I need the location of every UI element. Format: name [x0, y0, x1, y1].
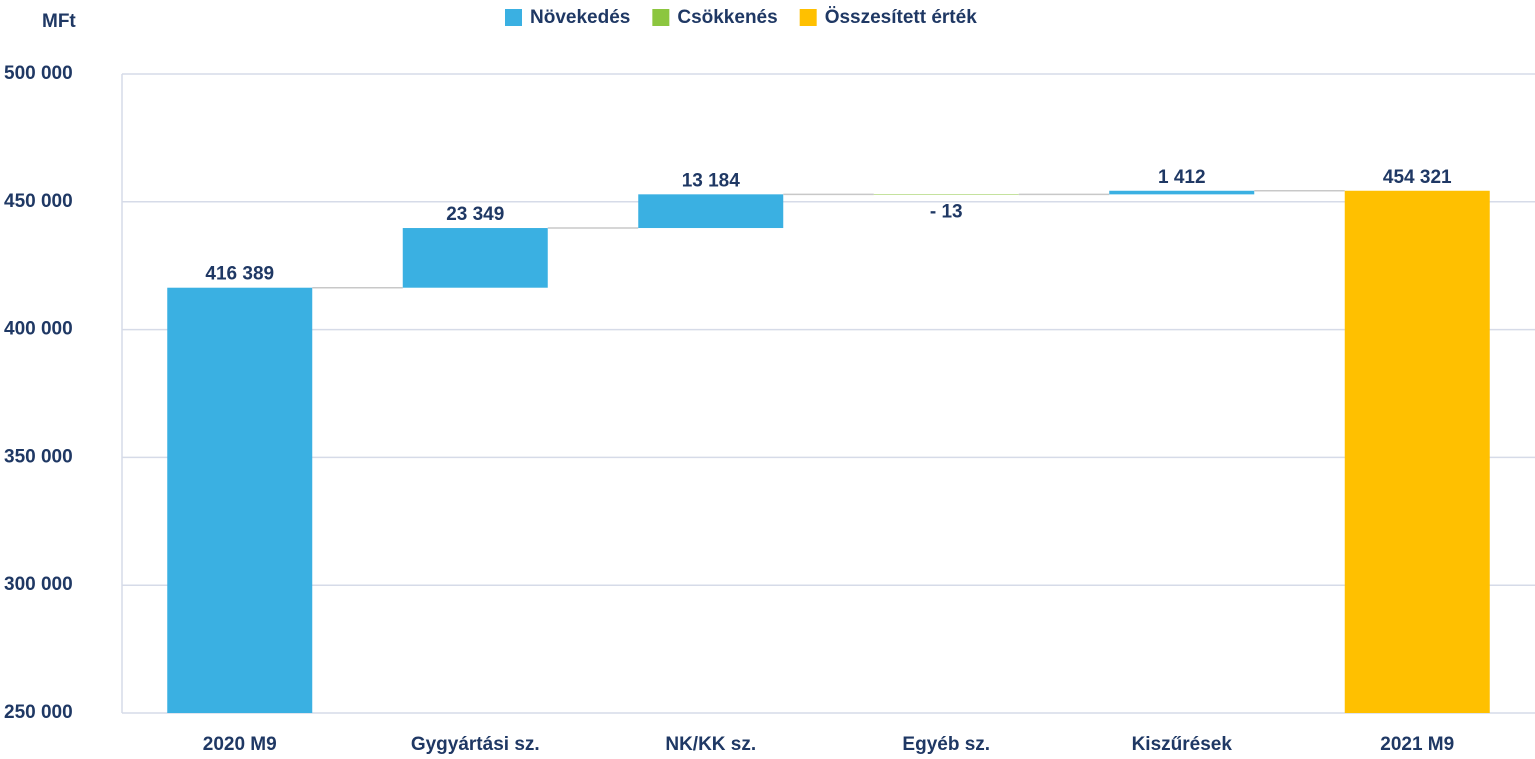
x-tick-label: 2021 M9 [1380, 734, 1454, 755]
value-label: 13 184 [682, 170, 741, 191]
value-label: 1 412 [1158, 167, 1206, 188]
legend-swatch [799, 9, 817, 26]
legend-swatch [505, 9, 522, 26]
value-label: 454 321 [1383, 167, 1452, 188]
bar [638, 194, 784, 229]
y-tick-label: 500 000 [4, 63, 73, 84]
legend-label: Csökkenés [677, 7, 777, 28]
bar [1344, 190, 1490, 714]
x-tick-label: 2020 M9 [203, 734, 277, 755]
y-tick-label: 350 000 [4, 446, 73, 467]
x-tick-label: NK/KK sz. [665, 734, 756, 755]
legend-label: Növekedés [530, 7, 630, 28]
bar [167, 287, 313, 713]
y-tick-label: 300 000 [4, 574, 73, 595]
y-tick-label: 250 000 [4, 702, 73, 723]
x-tick-label: Kiszűrések [1132, 734, 1233, 755]
y-axis-label: MFt [42, 11, 76, 32]
y-tick-label: 400 000 [4, 319, 73, 340]
value-label: - 13 [930, 201, 963, 222]
y-tick-label: 450 000 [4, 191, 73, 212]
x-tick-label: Egyéb sz. [902, 734, 990, 755]
legend-swatch [652, 9, 670, 26]
value-label: 23 349 [446, 204, 504, 225]
value-label: 416 389 [205, 264, 274, 285]
bar [873, 194, 1019, 195]
bar [402, 228, 548, 288]
bar [1109, 190, 1255, 195]
x-tick-label: Gygyártási sz. [411, 734, 540, 755]
legend-label: Összesített érték [825, 7, 978, 28]
